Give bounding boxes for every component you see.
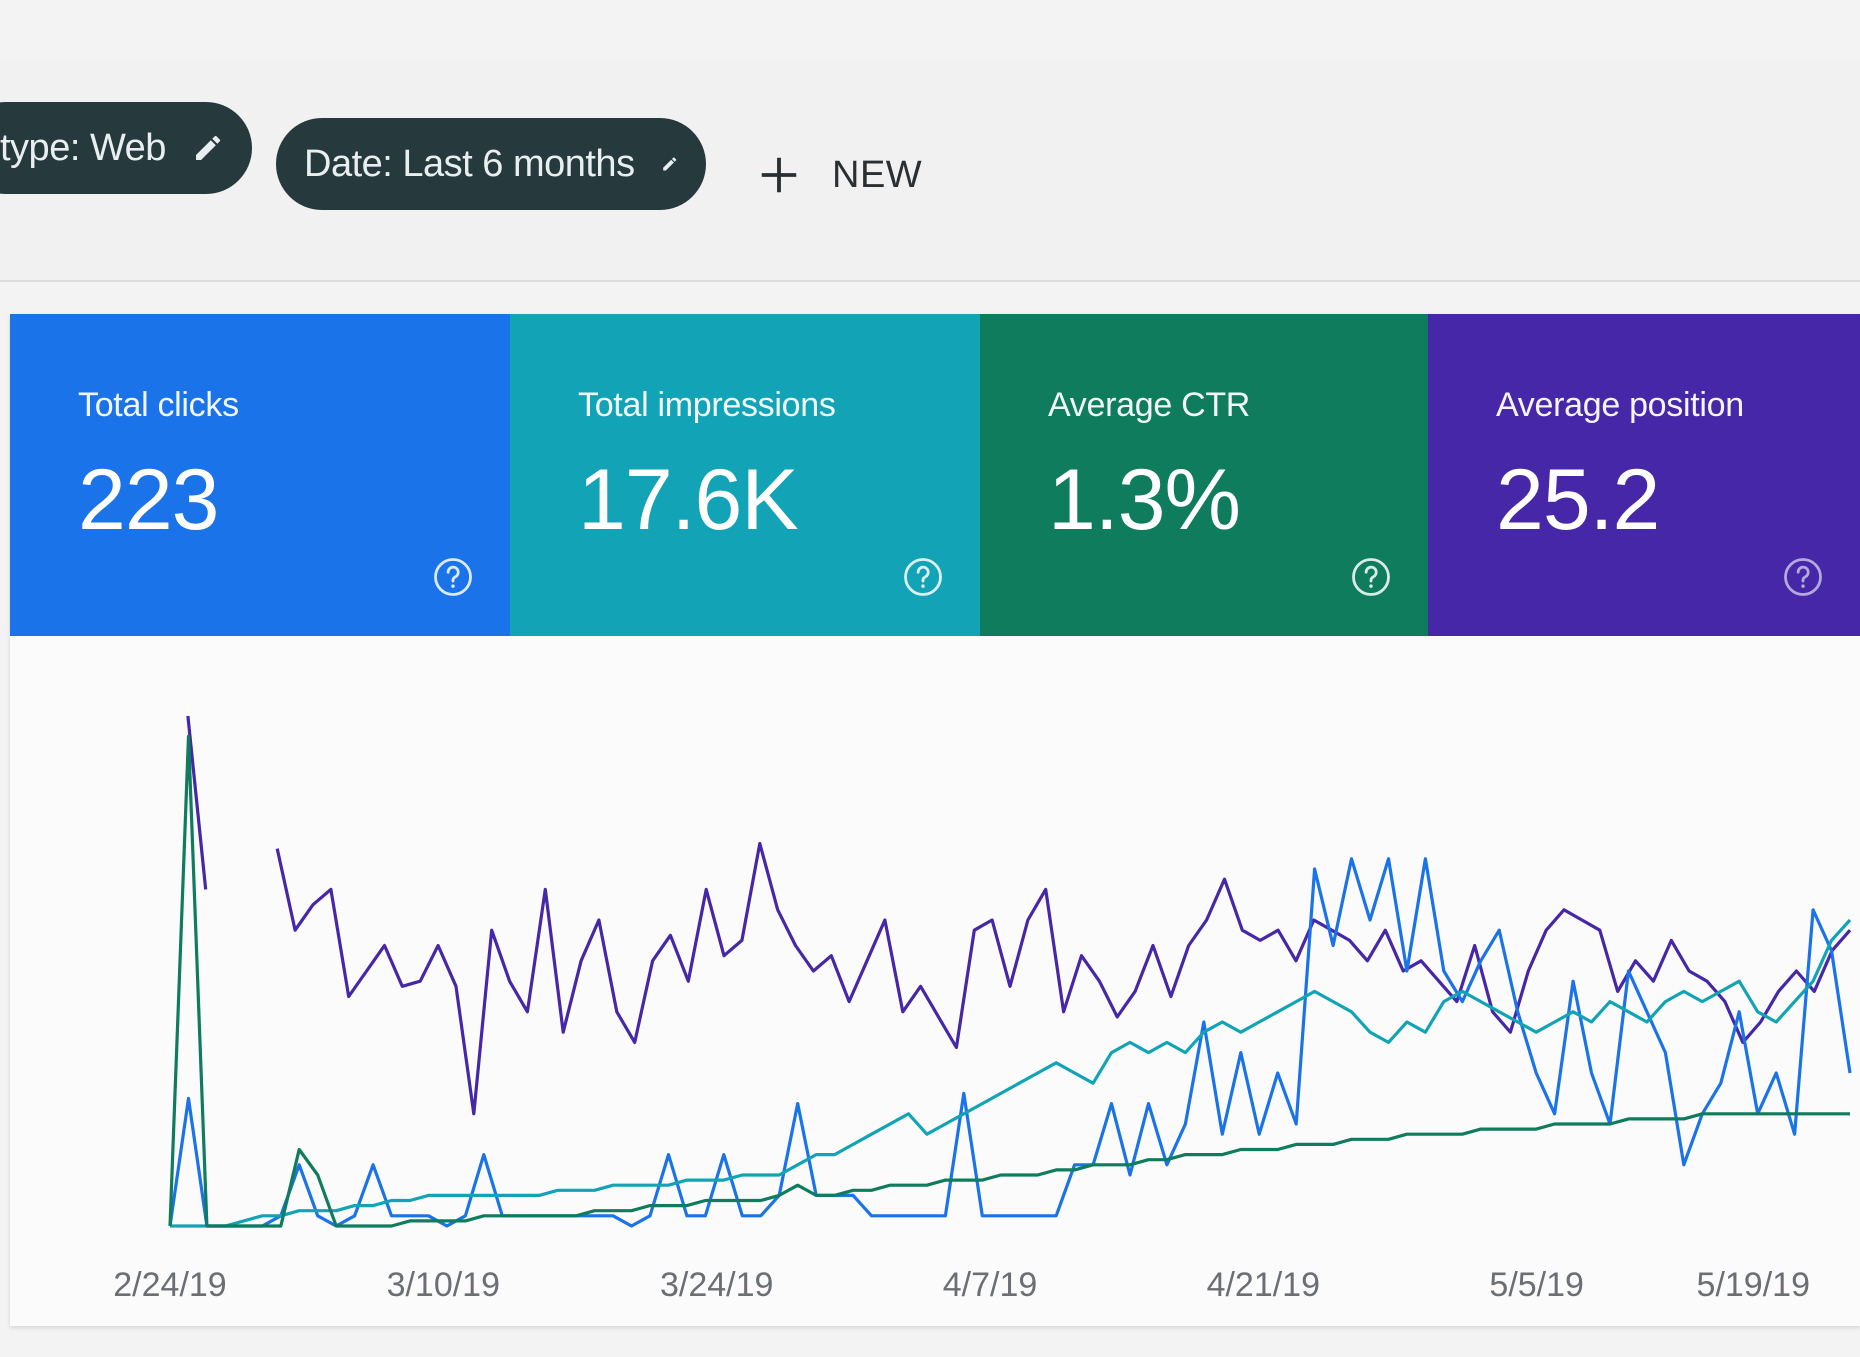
help-icon[interactable] [1782, 556, 1824, 598]
x-tick-label: 5/19/19 [1697, 1266, 1810, 1304]
new-filter-button[interactable]: NEW [756, 140, 922, 210]
date-filter-label: Date: Last 6 months [304, 142, 635, 185]
metric-card-average-ctr[interactable]: Average CTR 1.3% [980, 314, 1428, 636]
metric-title: Total clicks [78, 386, 239, 424]
metric-card-average-position[interactable]: Average position 25.2 [1428, 314, 1860, 636]
metric-card-total-impressions[interactable]: Total impressions 17.6K [510, 314, 980, 636]
x-tick-label: 3/24/19 [660, 1266, 773, 1304]
line-chart: 2/24/19 3/10/19 3/24/19 4/7/19 4/21/19 5/5/19… [113, 715, 1852, 1304]
date-filter-chip[interactable]: Date: Last 6 months [276, 118, 706, 210]
edit-pencil-icon[interactable] [192, 127, 224, 169]
help-icon[interactable] [902, 556, 944, 598]
help-icon[interactable] [432, 556, 474, 598]
search-type-filter-label: type: Web [0, 126, 166, 169]
performance-chart: 2/24/19 3/10/19 3/24/19 4/7/19 4/21/19 5/5/19… [10, 636, 1860, 1326]
metric-value: 25.2 [1496, 452, 1660, 548]
metric-value: 17.6K [578, 452, 799, 548]
edit-pencil-icon[interactable] [661, 143, 678, 185]
metric-card-total-clicks[interactable]: Total clicks 223 [10, 314, 510, 636]
metric-cards: Total clicks 223 Total impressions 17.6K [10, 314, 1860, 636]
series-line-1 [168, 857, 1852, 1228]
new-filter-label: NEW [832, 153, 923, 196]
x-tick-label: 3/10/19 [387, 1266, 500, 1304]
x-tick-label: 4/7/19 [943, 1266, 1038, 1304]
series-line-0 [186, 715, 1852, 1116]
metric-value: 223 [78, 452, 220, 548]
performance-panel: Total clicks 223 Total impressions 17.6K [10, 314, 1860, 1326]
x-tick-label: 5/5/19 [1489, 1266, 1584, 1304]
metric-title: Average CTR [1048, 386, 1251, 424]
x-tick-label: 2/24/19 [113, 1266, 226, 1304]
metric-value: 1.3% [1048, 452, 1241, 548]
search-type-filter-chip[interactable]: type: Web [0, 102, 252, 194]
series-line-3 [168, 734, 1850, 1228]
series-line-2 [170, 918, 1852, 1228]
metric-title: Total impressions [578, 386, 836, 424]
plus-icon [761, 157, 797, 193]
filter-bar: type: Web Date: Last 6 months NEW [0, 60, 1860, 282]
x-tick-label: 4/21/19 [1207, 1266, 1320, 1304]
metric-title: Average position [1496, 386, 1744, 424]
help-icon[interactable] [1350, 556, 1392, 598]
